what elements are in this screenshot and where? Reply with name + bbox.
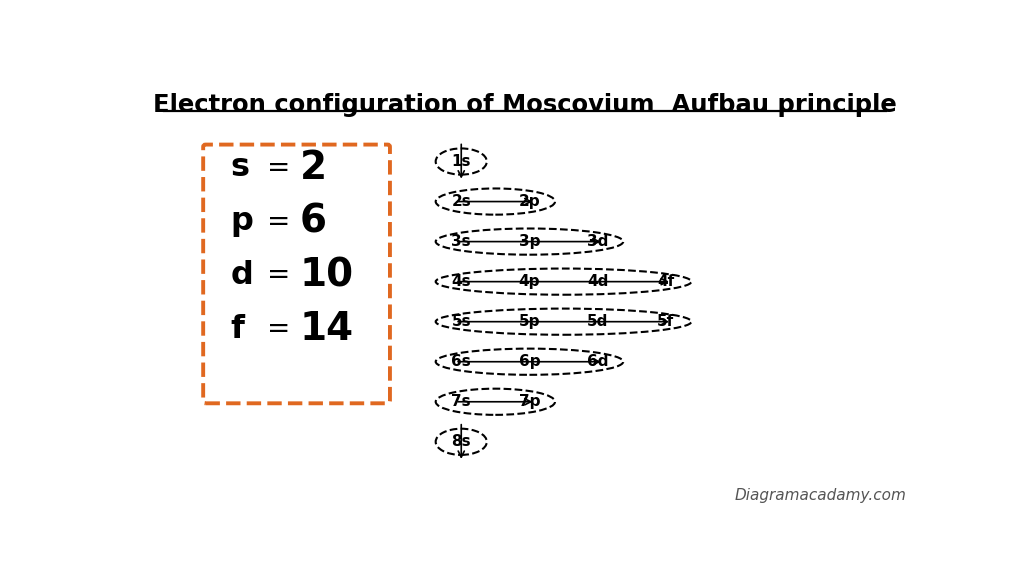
Text: 6p: 6p xyxy=(518,354,541,369)
Text: 4s: 4s xyxy=(452,274,471,289)
Text: 1s: 1s xyxy=(452,154,471,169)
Text: 3p: 3p xyxy=(519,234,541,249)
Text: 6s: 6s xyxy=(452,354,471,369)
Text: f: f xyxy=(230,314,245,345)
Text: 3s: 3s xyxy=(452,234,471,249)
Text: 6d: 6d xyxy=(587,354,608,369)
Text: 4p: 4p xyxy=(519,274,541,289)
Text: =: = xyxy=(267,207,291,236)
Text: d: d xyxy=(230,260,253,291)
Text: 4d: 4d xyxy=(587,274,608,289)
Text: 4f: 4f xyxy=(657,274,675,289)
Text: =: = xyxy=(267,154,291,181)
Text: =: = xyxy=(267,262,291,290)
Text: 5f: 5f xyxy=(657,314,675,329)
Text: p: p xyxy=(230,206,253,237)
Text: 2p: 2p xyxy=(518,194,541,209)
Text: s: s xyxy=(230,152,249,183)
Text: 5d: 5d xyxy=(587,314,608,329)
Text: 7p: 7p xyxy=(519,394,541,410)
Text: Electron configuration of Moscovium  Aufbau principle: Electron configuration of Moscovium Aufb… xyxy=(153,93,897,117)
Text: 7s: 7s xyxy=(452,394,471,410)
Text: 2s: 2s xyxy=(452,194,471,209)
Text: Diagramacadamy.com: Diagramacadamy.com xyxy=(735,488,907,503)
Text: 2: 2 xyxy=(300,149,328,187)
FancyBboxPatch shape xyxy=(203,145,390,403)
Text: =: = xyxy=(267,316,291,343)
Text: 8s: 8s xyxy=(452,434,471,449)
Text: 14: 14 xyxy=(300,310,354,348)
Text: 5s: 5s xyxy=(452,314,471,329)
Text: 5p: 5p xyxy=(519,314,541,329)
Text: 6: 6 xyxy=(300,203,327,241)
Text: 3d: 3d xyxy=(587,234,608,249)
Text: 10: 10 xyxy=(300,256,354,294)
